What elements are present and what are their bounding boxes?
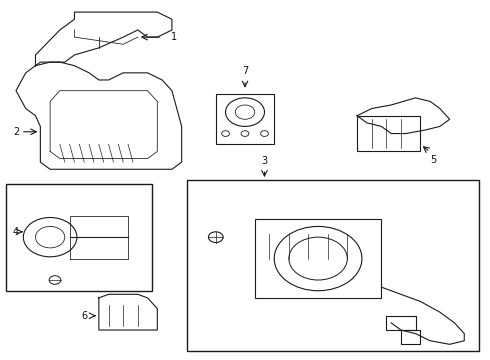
Bar	[357, 116, 420, 152]
Text: 7: 7	[242, 66, 248, 76]
Text: 2: 2	[13, 127, 19, 137]
Text: 4: 4	[13, 227, 19, 237]
Text: 3: 3	[262, 156, 268, 166]
Bar	[255, 219, 381, 298]
Bar	[386, 316, 416, 330]
Bar	[216, 94, 274, 144]
Text: 5: 5	[430, 156, 437, 165]
Bar	[401, 330, 420, 344]
Bar	[6, 184, 152, 291]
Bar	[187, 180, 479, 351]
Text: 1: 1	[172, 32, 177, 42]
Text: 6: 6	[81, 311, 87, 321]
